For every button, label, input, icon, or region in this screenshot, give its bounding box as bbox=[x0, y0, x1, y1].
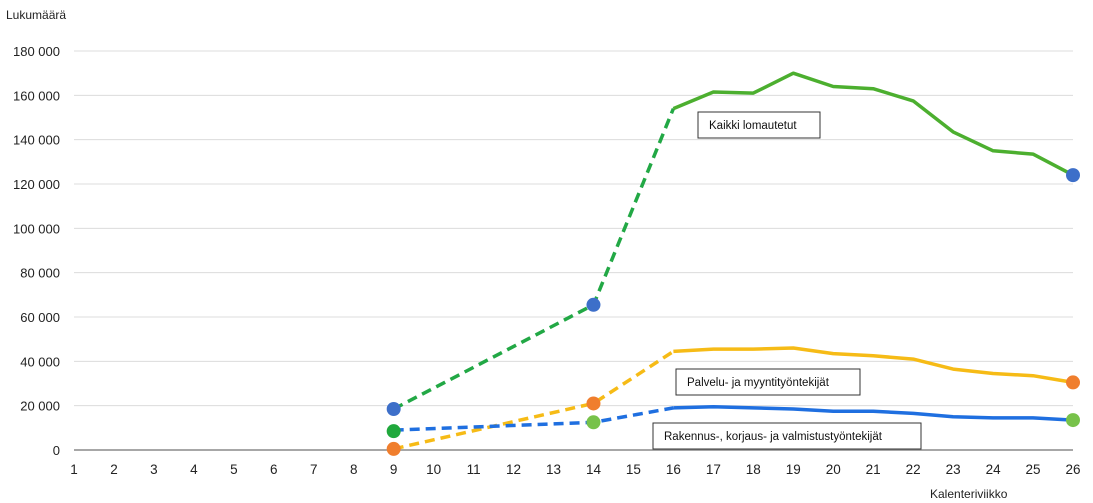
y-tick-label: 60 000 bbox=[20, 310, 60, 325]
series-line-dashed-1 bbox=[393, 349, 675, 451]
annotation-construction-repair: Rakennus-, korjaus- ja valmistustyönteki… bbox=[652, 422, 922, 450]
x-tick-label: 11 bbox=[467, 462, 481, 477]
gridlines bbox=[74, 50, 1073, 451]
y-axis-ticks: 0 20 000 40 000 60 000 80 000 100 000 120 000 1… bbox=[13, 44, 60, 458]
data-point-marker bbox=[1066, 375, 1080, 390]
data-point-marker bbox=[386, 401, 401, 416]
annotation-text: Kaikki lomautetut bbox=[709, 120, 797, 132]
series-line-dashed-0 bbox=[392, 107, 676, 411]
x-tick-label: 9 bbox=[390, 462, 398, 477]
x-tick-label: 14 bbox=[586, 462, 602, 477]
series-line-solid-1 bbox=[673, 346, 1074, 385]
x-tick-label: 16 bbox=[666, 462, 681, 477]
data-point-marker bbox=[586, 297, 601, 312]
x-tick-label: 25 bbox=[1026, 462, 1041, 477]
data-point-marker bbox=[1066, 168, 1080, 183]
x-tick-label: 13 bbox=[546, 462, 561, 477]
data-point-marker bbox=[386, 441, 401, 456]
data-point-marker bbox=[586, 396, 601, 411]
x-tick-label: 18 bbox=[746, 462, 761, 477]
annotation-box bbox=[697, 111, 821, 139]
y-tick-label: 120 000 bbox=[13, 177, 60, 192]
x-tick-label: 7 bbox=[310, 462, 318, 477]
series-markers bbox=[386, 168, 1080, 456]
y-tick-label: 160 000 bbox=[13, 88, 60, 103]
x-tick-label: 15 bbox=[626, 462, 641, 477]
data-point-marker bbox=[1066, 413, 1080, 428]
x-axis-ticks: 1 2 3 4 5 6 7 8 9 10 11 12 13 14 15 16 17 18 19 20 21 22 23 24 2… bbox=[70, 462, 1080, 477]
y-tick-label: 40 000 bbox=[20, 354, 60, 369]
series-line-solid-0 bbox=[672, 71, 1074, 177]
series-line-dashed-2 bbox=[393, 406, 674, 432]
annotation-service-sales: Palvelu- ja myyntityöntekijät bbox=[675, 368, 861, 396]
x-tick-label: 12 bbox=[506, 462, 521, 477]
y-tick-label: 180 000 bbox=[13, 44, 60, 59]
x-tick-label: 24 bbox=[986, 462, 1002, 477]
x-axis-title: Kalenteriviikko bbox=[930, 487, 1008, 501]
x-tick-label: 23 bbox=[946, 462, 961, 477]
y-tick-label: 140 000 bbox=[13, 133, 60, 148]
x-tick-label: 22 bbox=[906, 462, 921, 477]
y-axis-title: Lukumäärä bbox=[6, 8, 66, 22]
annotation-text: Rakennus-, korjaus- ja valmistustyönteki… bbox=[664, 431, 883, 443]
annotation-all-laid-off: Kaikki lomautetut bbox=[697, 111, 821, 139]
x-tick-label: 26 bbox=[1065, 462, 1080, 477]
x-tick-label: 5 bbox=[230, 462, 238, 477]
x-tick-label: 10 bbox=[426, 462, 441, 477]
y-tick-label: 80 000 bbox=[20, 266, 60, 281]
data-point-marker bbox=[386, 424, 401, 439]
x-tick-label: 19 bbox=[786, 462, 801, 477]
x-tick-label: 6 bbox=[270, 462, 278, 477]
annotation-text: Palvelu- ja myyntityöntekijät bbox=[687, 377, 830, 389]
y-tick-label: 0 bbox=[53, 443, 60, 458]
x-tick-label: 21 bbox=[866, 462, 881, 477]
annotation-box bbox=[675, 368, 861, 396]
y-tick-label: 20 000 bbox=[20, 399, 60, 414]
x-tick-label: 20 bbox=[826, 462, 841, 477]
x-tick-label: 17 bbox=[706, 462, 721, 477]
x-tick-label: 8 bbox=[350, 462, 358, 477]
data-point-marker bbox=[586, 415, 601, 430]
x-tick-label: 1 bbox=[70, 462, 78, 477]
y-tick-label: 100 000 bbox=[13, 221, 60, 236]
x-tick-label: 3 bbox=[150, 462, 158, 477]
x-tick-label: 2 bbox=[110, 462, 118, 477]
series-line-solid-2 bbox=[673, 405, 1074, 422]
annotation-box bbox=[652, 422, 922, 450]
x-tick-label: 4 bbox=[190, 462, 198, 477]
